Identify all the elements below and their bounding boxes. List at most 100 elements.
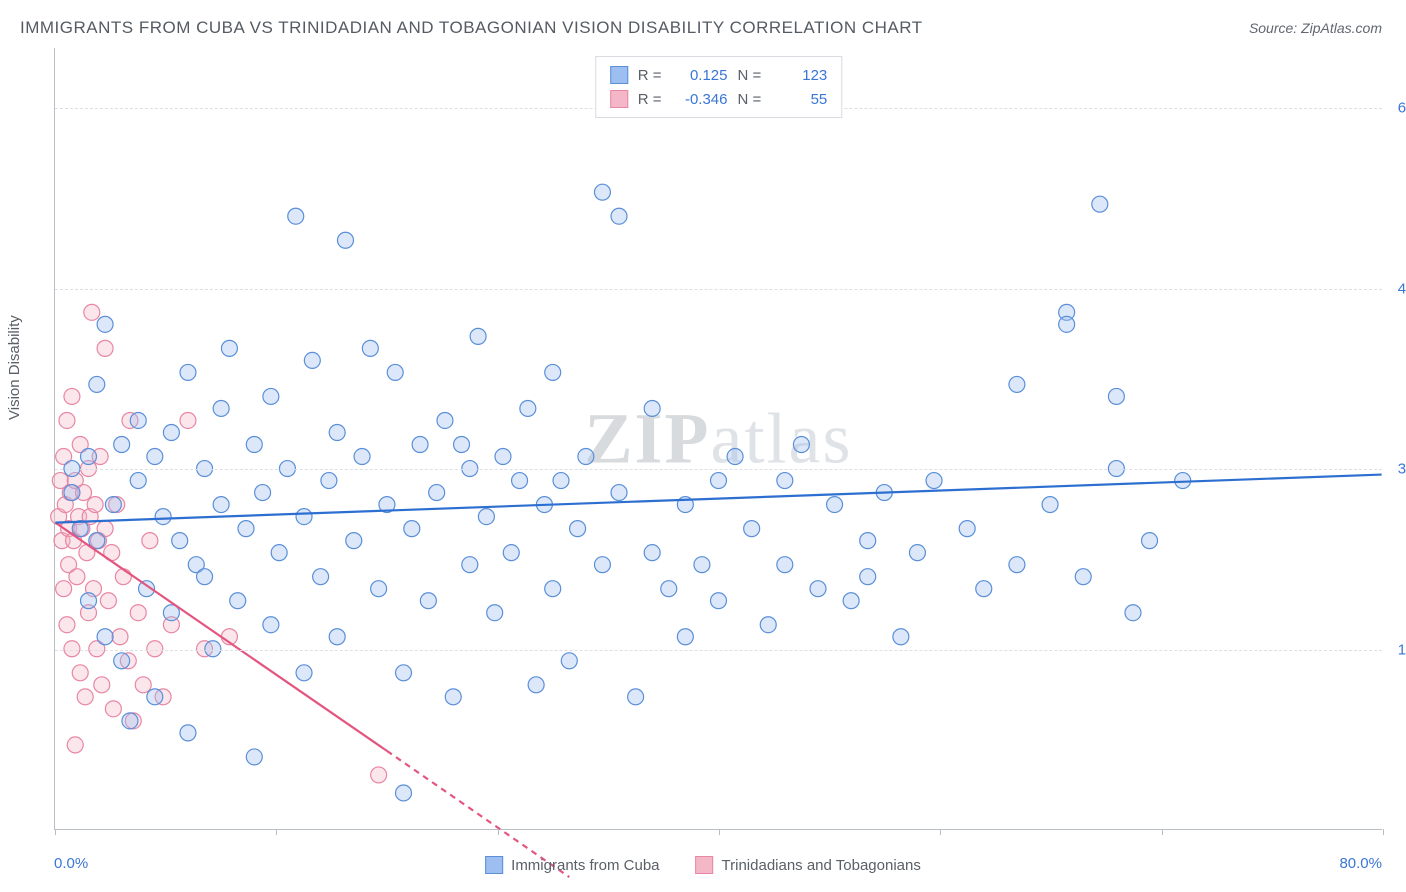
data-point	[1108, 388, 1124, 404]
data-point	[213, 497, 229, 513]
data-point	[64, 485, 80, 501]
data-point	[412, 437, 428, 453]
legend-item-a: Immigrants from Cuba	[485, 856, 659, 874]
y-tick-label: 6.0%	[1388, 100, 1406, 117]
data-point	[72, 665, 88, 681]
data-point	[221, 340, 237, 356]
data-point	[926, 473, 942, 489]
data-point	[87, 497, 103, 513]
data-point	[711, 593, 727, 609]
data-point	[711, 473, 727, 489]
data-point	[296, 509, 312, 525]
data-point	[470, 328, 486, 344]
data-point	[1009, 376, 1025, 392]
data-point	[520, 400, 536, 416]
data-point	[142, 533, 158, 549]
data-point	[1092, 196, 1108, 212]
data-point	[329, 425, 345, 441]
data-point	[478, 509, 494, 525]
x-tick	[1383, 829, 1384, 835]
data-point	[97, 629, 113, 645]
legend-label-b: Trinidadians and Tobagonians	[722, 857, 921, 874]
data-point	[909, 545, 925, 561]
data-point	[371, 581, 387, 597]
data-point	[429, 485, 445, 501]
data-point	[105, 497, 121, 513]
data-point	[445, 689, 461, 705]
x-axis-min-label: 0.0%	[54, 855, 88, 872]
x-tick	[498, 829, 499, 835]
y-axis-label: Vision Disability	[6, 315, 23, 420]
data-point	[130, 412, 146, 428]
data-point	[959, 521, 975, 537]
data-point	[1042, 497, 1058, 513]
data-point	[371, 767, 387, 783]
grid-line	[55, 650, 1382, 651]
data-point	[337, 232, 353, 248]
legend-stats-row-a: R = 0.125 N = 123	[610, 63, 828, 87]
data-point	[130, 605, 146, 621]
plot-area: ZIPatlas R = 0.125 N = 123 R = -0.346 N …	[54, 48, 1382, 830]
r-value-b: -0.346	[672, 91, 728, 108]
data-point	[213, 400, 229, 416]
data-point	[155, 509, 171, 525]
x-axis-max-label: 80.0%	[1339, 855, 1382, 872]
source-attribution: Source: ZipAtlas.com	[1249, 20, 1382, 36]
x-tick	[1162, 829, 1163, 835]
data-point	[793, 437, 809, 453]
data-point	[694, 557, 710, 573]
data-point	[180, 412, 196, 428]
data-point	[112, 629, 128, 645]
data-point	[843, 593, 859, 609]
r-value-a: 0.125	[672, 67, 728, 84]
data-point	[661, 581, 677, 597]
data-point	[84, 304, 100, 320]
data-point	[321, 473, 337, 489]
data-point	[288, 208, 304, 224]
data-point	[163, 425, 179, 441]
data-point	[827, 497, 843, 513]
data-point	[81, 449, 97, 465]
n-label: N =	[738, 67, 762, 84]
n-label: N =	[738, 91, 762, 108]
data-point	[100, 593, 116, 609]
data-point	[420, 593, 436, 609]
data-point	[147, 689, 163, 705]
data-point	[115, 569, 131, 585]
data-point	[1125, 605, 1141, 621]
n-value-a: 123	[771, 67, 827, 84]
data-point	[56, 581, 72, 597]
data-point	[404, 521, 420, 537]
data-point	[180, 725, 196, 741]
data-point	[611, 208, 627, 224]
r-label: R =	[638, 91, 662, 108]
n-value-b: 55	[771, 91, 827, 108]
data-point	[329, 629, 345, 645]
data-point	[59, 617, 75, 633]
data-point	[777, 557, 793, 573]
data-point	[545, 364, 561, 380]
data-point	[246, 749, 262, 765]
legend-swatch-a	[610, 66, 628, 84]
chart-svg	[55, 48, 1382, 829]
data-point	[81, 593, 97, 609]
data-point	[135, 677, 151, 693]
data-point	[976, 581, 992, 597]
data-point	[777, 473, 793, 489]
y-tick-label: 1.5%	[1388, 641, 1406, 658]
x-tick	[719, 829, 720, 835]
data-point	[304, 352, 320, 368]
data-point	[97, 316, 113, 332]
data-point	[263, 617, 279, 633]
data-point	[570, 521, 586, 537]
data-point	[346, 533, 362, 549]
data-point	[437, 412, 453, 428]
data-point	[611, 485, 627, 501]
chart-title: IMMIGRANTS FROM CUBA VS TRINIDADIAN AND …	[20, 18, 923, 38]
data-point	[313, 569, 329, 585]
data-point	[594, 557, 610, 573]
data-point	[893, 629, 909, 645]
data-point	[561, 653, 577, 669]
data-point	[354, 449, 370, 465]
data-point	[528, 677, 544, 693]
